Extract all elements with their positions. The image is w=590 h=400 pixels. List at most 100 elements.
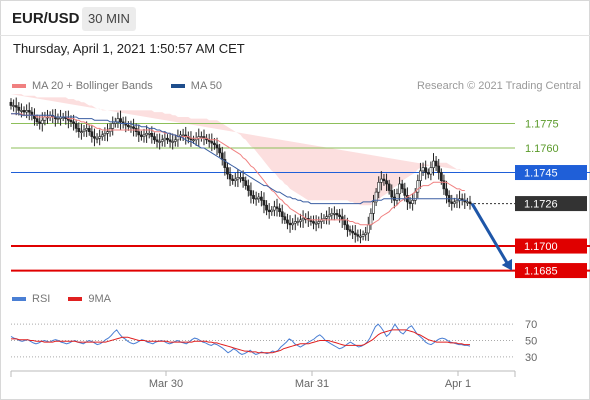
candle-body <box>312 221 315 224</box>
candle <box>314 215 318 232</box>
candle <box>346 217 349 237</box>
candle <box>257 192 261 203</box>
candle-body <box>353 232 357 235</box>
candle <box>317 216 321 229</box>
candle <box>226 162 229 180</box>
candle-body <box>468 201 472 204</box>
level-tag-bg <box>515 263 587 279</box>
candle <box>218 143 222 158</box>
candle <box>356 229 360 242</box>
candle <box>111 116 115 136</box>
candle <box>106 123 109 142</box>
candle <box>262 192 266 214</box>
candle <box>197 128 201 147</box>
candle <box>309 215 313 226</box>
candle-body <box>432 160 435 168</box>
candle <box>419 162 422 189</box>
timeframe-button[interactable]: 30 MIN <box>82 7 136 31</box>
candle <box>280 204 284 224</box>
candle <box>181 128 185 141</box>
candle <box>426 168 430 179</box>
candle <box>139 130 143 141</box>
candle-body <box>139 134 143 137</box>
candle-body <box>80 131 83 133</box>
x-tick-label-0: Mar 30 <box>149 378 183 390</box>
candle <box>296 217 300 226</box>
timestamp: Thursday, April 1, 2021 1:50:57 AM CET <box>13 41 245 56</box>
candle <box>293 214 297 231</box>
candle-body <box>387 183 391 191</box>
candle <box>121 116 125 129</box>
candle-body <box>411 200 415 204</box>
candle <box>288 215 292 233</box>
candle <box>455 194 459 208</box>
candle <box>366 216 370 241</box>
candle-body <box>452 201 456 204</box>
ma50-swatch <box>170 84 185 88</box>
candle <box>319 212 323 229</box>
candle-body <box>147 133 151 135</box>
candle <box>460 193 464 206</box>
candle-body <box>145 133 149 136</box>
level-tag-bg <box>515 165 587 181</box>
candle <box>442 174 446 195</box>
candle-body <box>400 183 404 190</box>
candle-body <box>171 141 175 143</box>
candle <box>465 197 469 207</box>
candle <box>236 169 240 188</box>
rsi-line <box>10 323 471 355</box>
candle <box>163 131 167 147</box>
candle <box>445 180 448 204</box>
candle-body <box>100 134 104 137</box>
candle <box>90 125 94 143</box>
candle-body <box>93 136 96 139</box>
candle <box>273 200 276 217</box>
candle <box>9 98 13 110</box>
candle-body <box>132 126 135 129</box>
candle-body <box>455 200 459 203</box>
candle-body <box>168 139 172 142</box>
candle <box>452 197 456 208</box>
candle-body <box>226 167 229 175</box>
candle <box>286 213 289 230</box>
projection-shaft <box>470 202 510 266</box>
level-label: 1.1745 <box>524 168 558 180</box>
bollinger-band <box>11 94 465 206</box>
candle <box>25 104 29 119</box>
candle <box>137 124 141 142</box>
candle <box>228 167 232 187</box>
candle-body <box>257 196 261 199</box>
candle <box>450 194 454 211</box>
candle-body <box>35 118 39 123</box>
candle-body <box>351 231 355 234</box>
candle-body <box>233 178 237 181</box>
candle <box>103 127 107 141</box>
candle-body <box>332 213 336 215</box>
candle-body <box>273 206 276 211</box>
candle <box>416 174 420 199</box>
candle <box>80 123 83 140</box>
candle <box>244 176 248 190</box>
candle <box>199 131 203 142</box>
candle <box>387 179 391 195</box>
candle-body <box>142 134 146 137</box>
candle <box>184 126 188 145</box>
candle-body <box>390 190 394 198</box>
candle <box>335 209 339 220</box>
candle <box>173 134 177 147</box>
candle <box>171 133 175 150</box>
candle <box>395 188 399 206</box>
candle-body <box>434 160 438 167</box>
candle-body <box>278 208 282 213</box>
candle-body <box>403 188 407 196</box>
candle <box>98 129 102 146</box>
candle-body <box>40 119 44 124</box>
candle <box>77 122 81 138</box>
candle <box>160 134 164 147</box>
ma20-legend-label: MA 20 + Bollinger Bands <box>32 80 153 92</box>
level-tag-bg <box>515 196 587 212</box>
candle <box>38 115 42 130</box>
candle-body <box>98 136 102 139</box>
candle-body <box>27 110 31 113</box>
candle-body <box>215 144 219 149</box>
